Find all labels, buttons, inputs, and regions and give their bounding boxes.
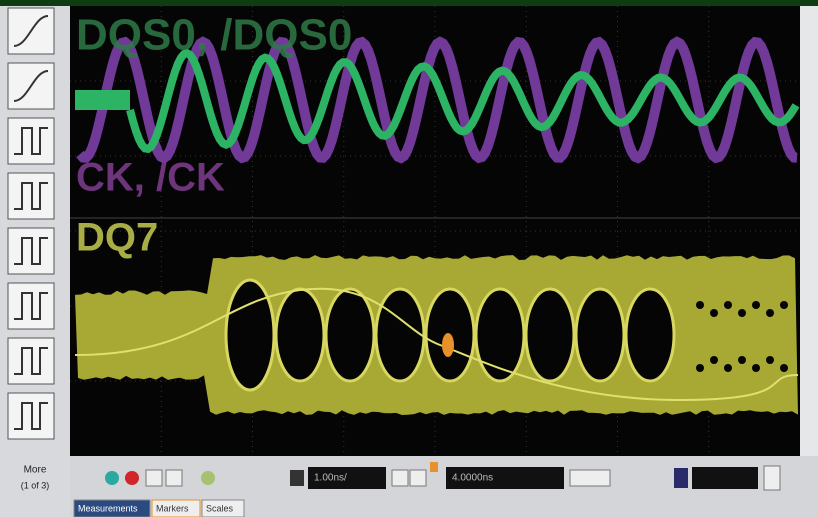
stop-button[interactable] (146, 470, 162, 486)
eye-hole (710, 309, 718, 317)
tab-label: Scales (206, 503, 234, 513)
eye-opening (326, 289, 374, 381)
eye-hole (696, 301, 704, 309)
eye-opening (376, 289, 424, 381)
tab-label: Measurements (78, 503, 138, 513)
channel-button[interactable] (105, 471, 119, 485)
eye-hole (752, 301, 760, 309)
eye-opening (626, 289, 674, 381)
mode-button[interactable] (201, 471, 215, 485)
timebase-step[interactable] (410, 470, 426, 486)
trigger-icon (674, 468, 688, 488)
title-strip (0, 0, 818, 6)
eye-hole (752, 364, 760, 372)
record-button[interactable] (125, 471, 139, 485)
eye-hole (724, 364, 732, 372)
delay-marker (430, 462, 438, 472)
eye-opening (576, 289, 624, 381)
channel-label: DQ7 (76, 216, 158, 260)
more-button[interactable]: More (24, 465, 47, 476)
eye-hole (738, 309, 746, 317)
eye-hole (780, 364, 788, 372)
channel-label: CK, /CK (76, 156, 225, 200)
timebase-value: 1.00ns/ (314, 473, 347, 484)
eye-opening (526, 289, 574, 381)
timebase-icon (290, 470, 304, 486)
scope: More (1 of 3) DQS0, /DQS0 CK, /CK DQ7 1.… (0, 0, 818, 517)
eye-hole (738, 356, 746, 364)
eye-hole (710, 356, 718, 364)
right-strip (800, 6, 818, 456)
timebase-step[interactable] (392, 470, 408, 486)
tab-label: Markers (156, 503, 189, 513)
delay-value: 4.0000ns (452, 473, 493, 484)
trigger-step[interactable] (764, 466, 780, 490)
cursor-mark (442, 333, 454, 357)
eye-hole (696, 364, 704, 372)
eye-opening (276, 289, 324, 381)
eye-hole (724, 301, 732, 309)
auto-button[interactable] (166, 470, 182, 486)
eye-hole (780, 301, 788, 309)
delay-step[interactable] (570, 470, 610, 486)
eye-hole (766, 356, 774, 364)
scope-window: More (1 of 3) DQS0, /DQS0 CK, /CK DQ7 1.… (0, 0, 818, 517)
eye-hole (766, 309, 774, 317)
more-page: (1 of 3) (21, 480, 50, 490)
channel-label: DQS0, /DQS0 (76, 11, 352, 60)
trigger-field[interactable] (692, 467, 758, 489)
